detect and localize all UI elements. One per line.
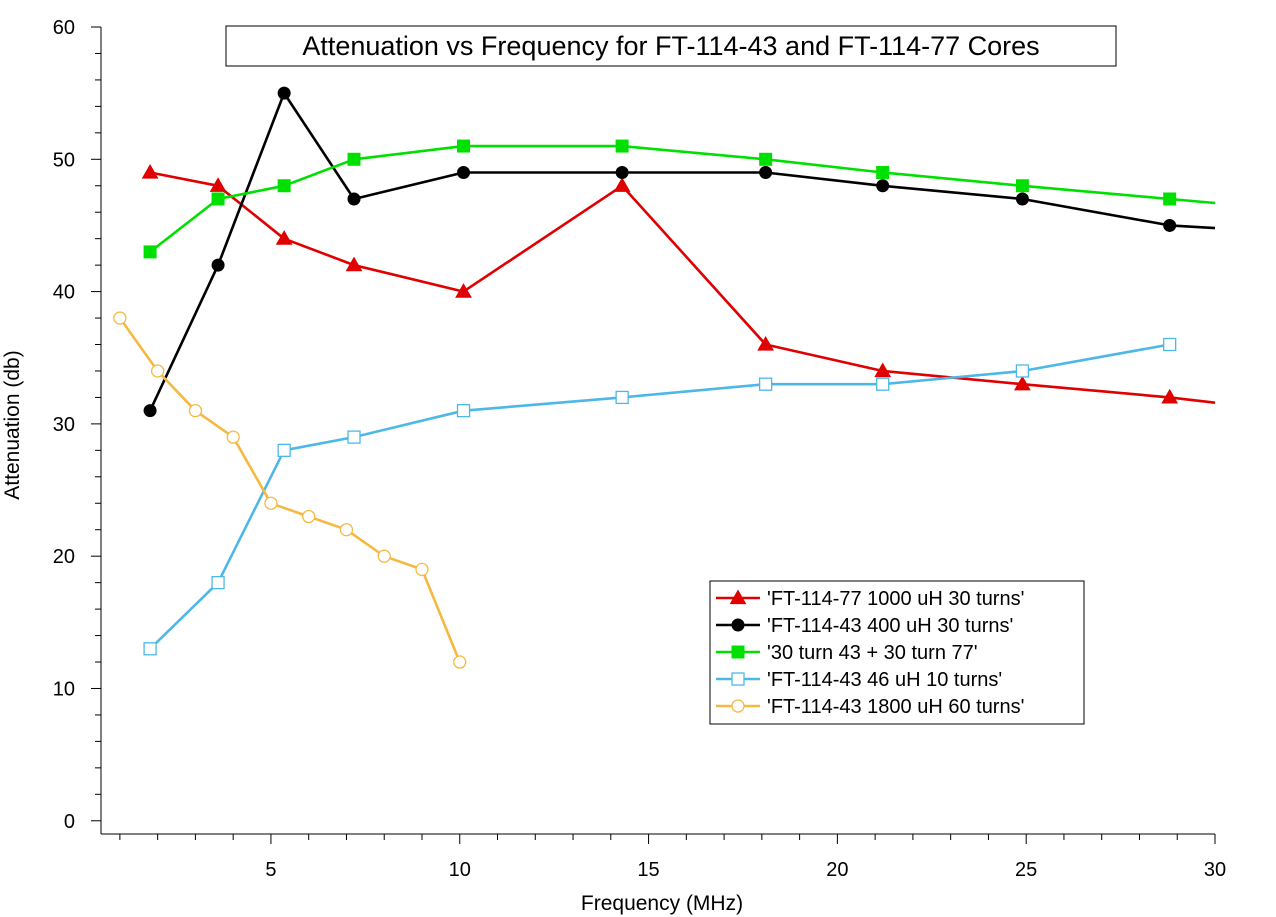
data-point [188,404,203,418]
data-point [143,642,157,656]
data-point [613,177,631,192]
chart-title: Attenuation vs Frequency for FT-114-43 a… [302,31,1039,61]
data-point [758,377,773,391]
data-point [759,166,773,180]
legend-box [709,580,1085,725]
y-tick-label: 50 [53,149,75,171]
series-line [149,144,1216,253]
data-point [1163,337,1177,352]
legend-swatch-marker [729,589,747,605]
data-point [345,256,363,272]
data-point [457,166,471,180]
data-point [1161,388,1179,404]
data-point [874,362,892,378]
data-point [1015,192,1029,206]
legend-entry: '30 turn 43 + 30 turn 77' [716,642,978,664]
series-2 [143,86,1216,418]
data-point [141,164,159,179]
legend-label: 'FT-114-43 1800 uH 60 turns' [767,696,1024,718]
x-tick-label: 10 [449,859,471,881]
data-point [876,179,890,193]
x-tick-label: 25 [1015,859,1037,881]
series-3 [143,139,1216,259]
data-point [456,404,471,418]
legend-entry: 'FT-114-43 46 uH 10 turns' [716,669,1002,691]
data-point [226,430,240,444]
data-point [143,245,157,259]
data-point [113,311,127,325]
data-point [211,575,225,590]
data-point [757,336,774,351]
legend-swatch-marker [731,699,745,713]
data-point [143,404,157,418]
data-point [1014,375,1031,391]
data-point [264,496,278,510]
y-tick-label: 60 [53,17,75,39]
x-tick-label: 20 [826,859,848,881]
legend-swatch-marker [731,618,745,632]
legend-entry: 'FT-114-43 1800 uH 60 turns' [716,696,1024,718]
series-4 [143,337,1177,656]
axes: 0 10 20 30 40 50 60 5 10 15 20 25 30 [53,17,1226,881]
data-point [277,86,291,100]
series-layer [113,86,1216,669]
y-tick-label: 10 [53,678,75,700]
data-point [275,230,293,245]
data-point [876,377,890,391]
data-point [615,166,629,180]
series-line [149,343,1170,650]
legend-entry: 'FT-114-77 1000 uH 30 turns' [716,588,1024,610]
data-point [1163,192,1177,206]
data-point [211,192,225,206]
data-point [209,177,227,192]
legend-entry: 'FT-114-43 400 uH 30 turns' [716,615,1013,637]
x-tick-label: 15 [637,859,659,881]
data-point [377,549,391,563]
y-tick-label: 20 [53,546,75,568]
series-line [149,171,1216,404]
legend-swatch-marker [731,645,745,659]
data-point [339,523,354,537]
data-point [615,139,629,153]
legend-swatch-marker [731,672,745,686]
data-point [347,430,361,444]
data-point [1015,364,1030,378]
data-point [615,390,629,405]
data-point [277,179,291,193]
y-tick-label: 30 [53,414,75,436]
x-axis-title: Frequency (MHz) [581,892,743,915]
data-point [347,192,361,206]
data-point [1163,218,1177,232]
chart-title-box: Attenuation vs Frequency for FT-114-43 a… [225,25,1117,67]
legend-label: 'FT-114-43 46 uH 10 turns' [767,669,1002,691]
legend-label: '30 turn 43 + 30 turn 77' [767,642,978,664]
legend-label: 'FT-114-43 400 uH 30 turns' [767,615,1013,637]
series-1 [141,164,1216,404]
data-point [457,139,471,153]
legend: 'FT-114-77 1000 uH 30 turns' 'FT-114-43 4… [709,580,1085,725]
data-point [759,152,773,166]
data-point [150,364,165,378]
x-tick-label: 5 [265,859,276,881]
data-point [1015,179,1029,193]
series-line [118,317,461,663]
data-point [347,152,361,166]
data-point [211,258,225,272]
data-point [277,443,291,457]
x-tick-label: 30 [1204,859,1226,881]
legend-label: 'FT-114-77 1000 uH 30 turns' [767,588,1024,610]
data-point [302,509,316,524]
y-axis-title: Attenuation (db) [1,350,24,499]
y-tick-label: 0 [64,811,75,833]
data-point [415,562,429,577]
series-5 [113,311,467,669]
data-point [453,655,467,669]
data-point [876,166,890,180]
data-point [455,283,472,298]
y-tick-label: 40 [53,282,75,304]
